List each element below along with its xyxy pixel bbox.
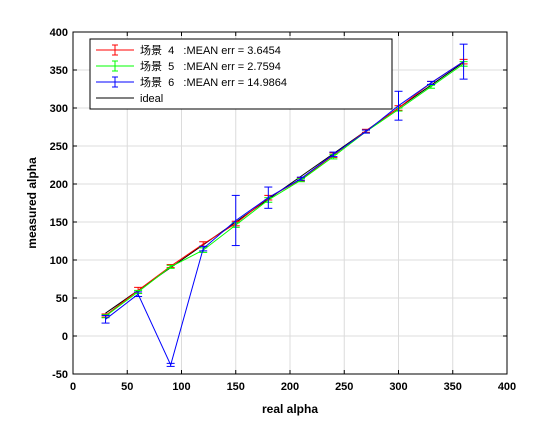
y-tick-label: 100 xyxy=(50,255,68,267)
y-tick-label: -50 xyxy=(52,369,68,381)
x-tick-label: 300 xyxy=(389,381,407,393)
error-bar xyxy=(296,176,305,181)
series-3 xyxy=(101,43,468,367)
ticks: 0 50 100 150 200 250 300 350 400-500501001502002… xyxy=(50,27,517,393)
legend-label: ideal xyxy=(140,93,163,105)
y-axis-label: measured alpha xyxy=(25,157,39,249)
error-bar xyxy=(134,291,143,297)
error-bar xyxy=(427,80,436,85)
legend-entry: 场景 5 :MEAN err = 2.7594 xyxy=(96,59,281,73)
error-bar xyxy=(394,90,403,121)
series-line xyxy=(105,61,464,367)
error-bar xyxy=(264,186,273,209)
y-tick-label: 400 xyxy=(50,27,68,39)
error-bar xyxy=(199,245,208,252)
error-bar xyxy=(166,362,175,367)
legend: 场景 4 :MEAN err = 3.6454 场景 5 :MEAN err = … xyxy=(89,38,393,110)
y-tick-label: 200 xyxy=(50,179,68,191)
error-bar xyxy=(101,314,110,324)
error-bar xyxy=(166,264,175,269)
legend-entry: 场景 6 :MEAN err = 14.9864 xyxy=(96,75,287,89)
y-tick-label: 250 xyxy=(50,141,68,153)
y-tick-label: 150 xyxy=(50,217,68,229)
x-tick-label: 0 xyxy=(70,381,76,393)
series-line xyxy=(105,63,464,317)
y-tick-label: 300 xyxy=(50,103,68,115)
y-tick-label: 0 xyxy=(62,331,68,343)
legend-box xyxy=(89,38,393,110)
x-tick-label: 50 xyxy=(121,381,133,393)
legend-label: 场景 5 :MEAN err = 2.7594 xyxy=(140,59,281,73)
error-bar xyxy=(231,194,240,247)
legend-entry: 场景 4 :MEAN err = 3.6454 xyxy=(96,43,281,57)
x-tick-label: 100 xyxy=(172,381,190,393)
legend-label: 场景 4 :MEAN err = 3.6454 xyxy=(140,43,281,57)
x-tick-label: 150 xyxy=(227,381,245,393)
legend-label: 场景 6 :MEAN err = 14.9864 xyxy=(140,75,287,89)
y-tick-label: 350 xyxy=(50,65,68,77)
series-layer xyxy=(101,43,468,367)
x-tick-label: 400 xyxy=(498,381,516,393)
error-bar xyxy=(459,43,468,80)
x-tick-label: 200 xyxy=(281,381,299,393)
legend-entry: ideal xyxy=(96,93,163,105)
y-tick-label: 50 xyxy=(56,293,68,305)
x-tick-label: 250 xyxy=(335,381,353,393)
error-bar xyxy=(329,151,338,158)
x-tick-label: 350 xyxy=(444,381,462,393)
error-bar xyxy=(361,129,370,134)
x-axis-label: real alpha xyxy=(262,402,318,416)
